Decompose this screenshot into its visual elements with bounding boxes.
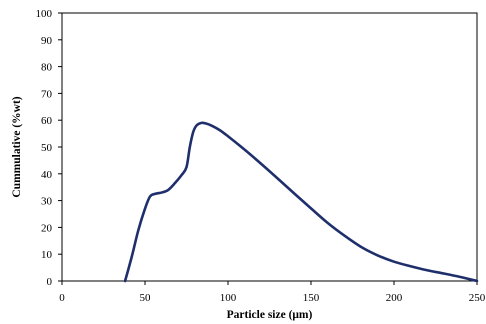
- x-tick-label: 200: [386, 292, 403, 304]
- x-tick-label: 100: [220, 292, 237, 304]
- y-tick-label: 10: [41, 249, 53, 261]
- x-axis-ticks: 0 50 100 150 200 250: [59, 281, 486, 304]
- y-axis-ticks: 0 10 20 30 40 50 60 70 80 90 100: [36, 8, 62, 288]
- y-tick-label: 90: [41, 35, 53, 47]
- y-axis-title: Cummulative (%wt): [11, 96, 23, 197]
- y-tick-label: 20: [41, 222, 53, 234]
- x-tick-label: 250: [469, 292, 486, 304]
- x-tick-label: 150: [303, 292, 320, 304]
- x-tick-label: 0: [59, 292, 65, 304]
- y-tick-label: 30: [41, 196, 53, 208]
- y-tick-label: 100: [36, 8, 53, 20]
- y-tick-label: 50: [41, 142, 53, 154]
- y-tick-label: 70: [41, 88, 53, 100]
- y-tick-label: 0: [47, 276, 53, 288]
- series-line: [123, 121, 479, 283]
- y-tick-label: 40: [41, 169, 53, 181]
- y-tick-label: 60: [41, 115, 53, 127]
- y-tick-label: 80: [41, 62, 53, 74]
- x-tick-label: 50: [140, 292, 152, 304]
- plot-area-frame: [61, 12, 478, 282]
- x-axis-title: Particle size (μm): [227, 309, 313, 321]
